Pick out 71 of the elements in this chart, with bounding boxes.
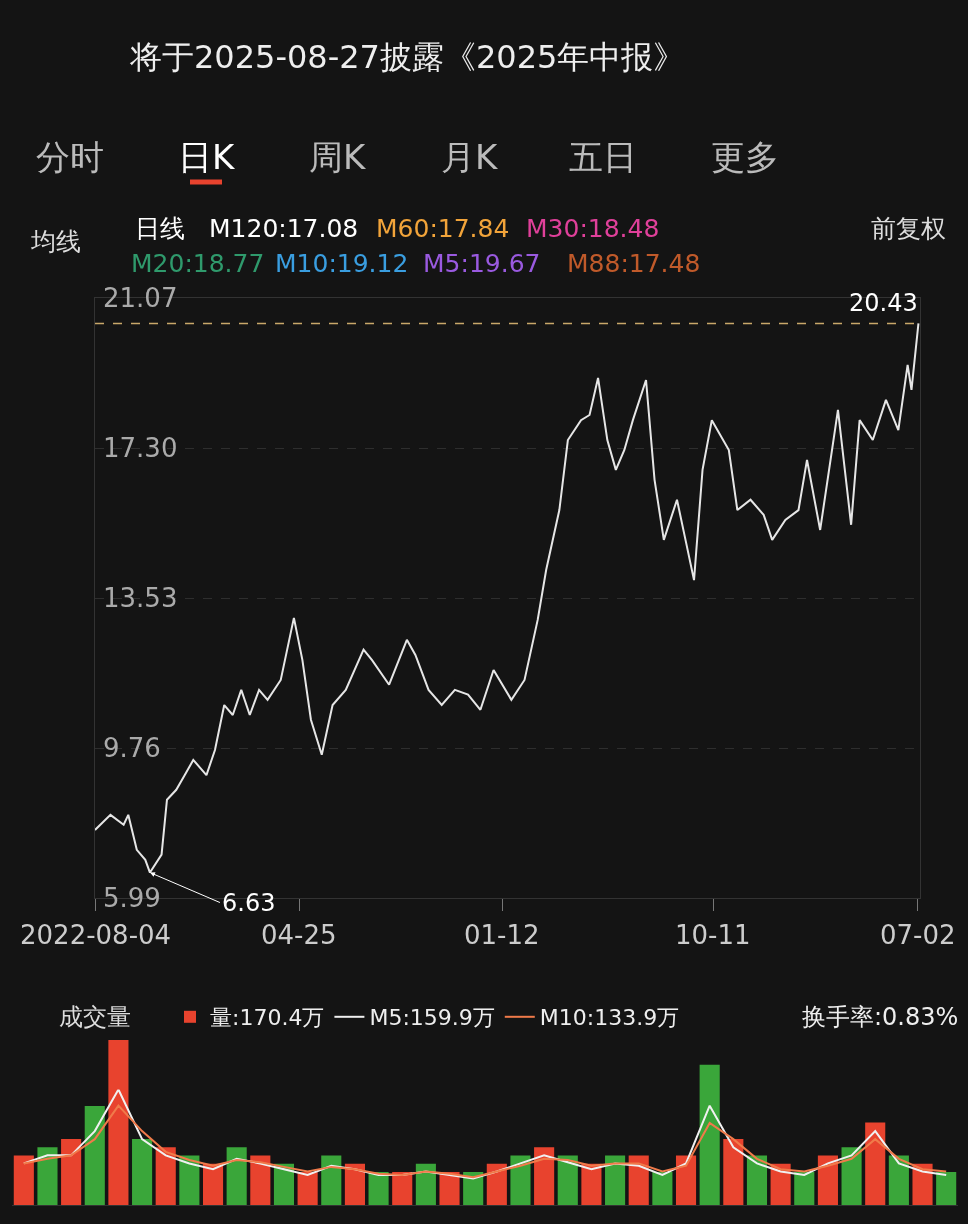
- bar: [510, 1155, 531, 1205]
- bar: [746, 1155, 768, 1205]
- bar: [581, 1163, 602, 1205]
- y-tick-label: 13.53: [103, 583, 178, 613]
- chart-title: 将于2025-08-27披露《2025年中报》: [129, 38, 686, 77]
- bar: [817, 1155, 838, 1205]
- bar: [84, 1106, 105, 1205]
- bar: [415, 1163, 436, 1205]
- legend-label: M10:133.9万: [539, 1005, 680, 1031]
- bar: [250, 1155, 271, 1205]
- x-tick-label: 04-25: [261, 920, 337, 950]
- ref-line-label: 20.43: [849, 289, 918, 317]
- bar: [723, 1139, 744, 1205]
- bar: [321, 1155, 342, 1205]
- bar: [344, 1163, 365, 1205]
- bar: [13, 1155, 34, 1205]
- text: M10:19.12: [275, 249, 409, 278]
- bar: [155, 1147, 176, 1205]
- text: 周K: [309, 137, 367, 177]
- text: M30:18.48: [526, 214, 660, 243]
- text: 日K: [178, 137, 236, 177]
- bar: [392, 1172, 413, 1205]
- bar: [888, 1155, 909, 1205]
- legend-label: M5:159.9万: [369, 1005, 495, 1031]
- text: M60:17.84: [376, 214, 510, 243]
- bar: [202, 1163, 224, 1205]
- text: 日线: [135, 214, 185, 243]
- text: M20:18.77: [131, 249, 265, 278]
- bar: [841, 1147, 862, 1205]
- bar: [368, 1172, 389, 1205]
- bar: [936, 1172, 957, 1205]
- bar: [297, 1172, 318, 1205]
- legend-label: 量:170.4万: [210, 1005, 325, 1031]
- bar: [675, 1155, 697, 1205]
- bar: [628, 1155, 649, 1205]
- bar: [699, 1064, 720, 1205]
- y-tick-label: 5.99: [103, 883, 161, 913]
- bar: [652, 1172, 673, 1205]
- annotation: 6.63: [222, 889, 276, 917]
- bar: [37, 1147, 58, 1205]
- text: 五日: [569, 137, 637, 177]
- y-tick-label: 21.07: [103, 283, 178, 313]
- bar: [486, 1163, 507, 1205]
- bar: [534, 1147, 555, 1205]
- text: 月K: [441, 137, 499, 177]
- y-tick-label: 17.30: [103, 433, 178, 463]
- text: M5:19.67: [423, 249, 541, 278]
- y-tick-label: 9.76: [103, 733, 161, 763]
- x-tick-label: 2022-08-04: [20, 920, 172, 950]
- bar: [439, 1172, 460, 1205]
- bar: [865, 1122, 886, 1205]
- text: 成交量: [59, 1003, 131, 1031]
- text: 更多: [711, 137, 779, 177]
- bar: [557, 1155, 578, 1205]
- x-tick-label: 10-11: [675, 920, 751, 950]
- text: 前复权: [871, 214, 946, 243]
- text: 均线: [30, 227, 81, 256]
- x-tick-label: 07-02: [880, 920, 956, 950]
- text: 分时: [36, 137, 104, 177]
- bar: [605, 1155, 626, 1205]
- bar: [108, 1040, 129, 1205]
- bar: [132, 1139, 153, 1205]
- text: 换手率:0.83%: [802, 1003, 959, 1031]
- bar: [179, 1155, 200, 1205]
- x-tick-label: 01-12: [464, 920, 540, 950]
- bar: [226, 1147, 247, 1205]
- text: M88:17.48: [567, 249, 701, 278]
- bar: [463, 1172, 484, 1205]
- text: M120:17.08: [209, 214, 359, 243]
- bar: [794, 1172, 815, 1205]
- bar: [61, 1139, 82, 1205]
